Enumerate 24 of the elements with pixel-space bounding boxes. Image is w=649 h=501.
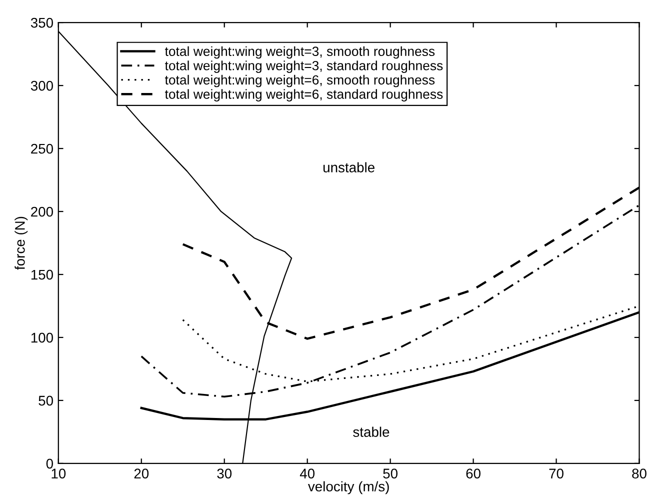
x-tick-label: 20 [134, 468, 149, 478]
y-tick-label: 0 [46, 458, 54, 469]
annotation: stable [353, 426, 390, 437]
legend-label: total weight:wing weight=3, smooth roughness [164, 46, 435, 59]
x-tick-label: 40 [300, 468, 315, 478]
legend-label: total weight:wing weight=6, standard roughness [164, 89, 443, 102]
x-tick-label: 50 [383, 468, 398, 478]
x-tick-label: 80 [632, 468, 646, 478]
x-axis-title: velocity (m/s) [308, 481, 389, 494]
x-tick-label: 10 [52, 468, 66, 478]
x-tick-label: 60 [466, 468, 480, 478]
y-tick-label: 300 [30, 80, 54, 91]
y-tick-label: 200 [31, 206, 54, 217]
legend-label: total weight:wing weight=3, standard roughness [164, 60, 443, 73]
y-tick-label: 250 [31, 144, 54, 154]
annotation: unstable [323, 162, 374, 172]
x-tick-label: 30 [217, 468, 232, 478]
y-tick-label: 350 [30, 18, 54, 28]
y-tick-label: 100 [31, 332, 54, 343]
legend-label: total weight:wing weight=6, smooth roughness [164, 74, 435, 88]
y-tick-label: 50 [38, 396, 54, 406]
y-tick-label: 150 [31, 270, 54, 280]
x-tick-label: 70 [549, 468, 564, 478]
y-axis-title: force (N) [14, 216, 28, 270]
